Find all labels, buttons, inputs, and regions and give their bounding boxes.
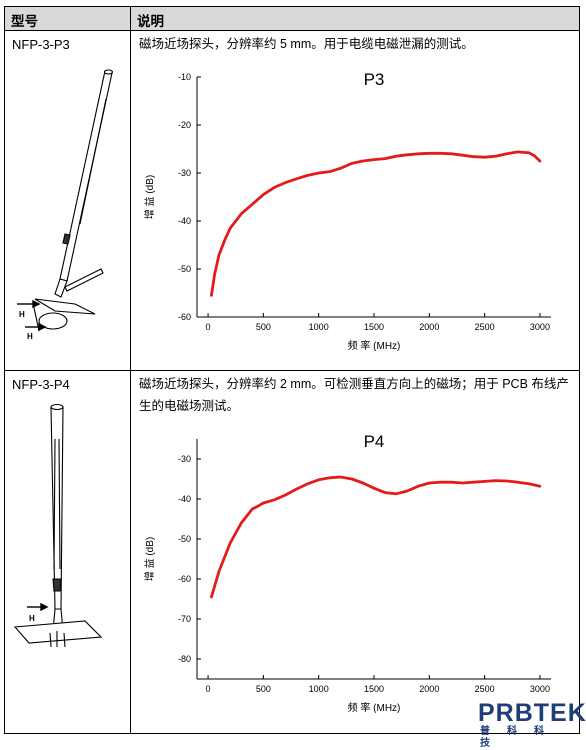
x-tick-label: 1000 <box>309 684 329 694</box>
x-tick-label: 0 <box>206 684 211 694</box>
series-line <box>210 150 542 297</box>
x-tick-label: 2500 <box>475 322 495 332</box>
header-description: 说明 <box>130 6 580 31</box>
company-logo: PRBTEK 普科科技 <box>478 699 586 749</box>
h-label: H <box>19 310 25 319</box>
y-tick-label: -40 <box>178 494 191 504</box>
desc-part: PCB <box>502 377 528 391</box>
y-tick-label: -30 <box>178 168 191 178</box>
table-row: NFP-3-P3 <box>4 30 580 371</box>
table-row: NFP-3-P4 <box>4 370 580 734</box>
y-axis-label: 增 益 (dB) <box>143 537 156 581</box>
description-cell: 磁场近场探头，分辨率约 5 mm。用于电缆电磁泄漏的测试。 -10 -20 -30-… <box>130 30 580 371</box>
x-axis-label: 频 率 (MHz) <box>348 701 401 714</box>
y-tick-label: -10 <box>178 72 191 82</box>
h-label: H <box>27 332 33 341</box>
y-tick-label: -60 <box>178 574 191 584</box>
x-tick-label: 0 <box>206 322 211 332</box>
description-text: 磁场近场探头，分辨率约 2 mm。可检测垂直方向上的磁场；用于 PCB 布线产生… <box>131 371 579 417</box>
header-model: 型号 <box>4 6 131 31</box>
x-tick-label: 2000 <box>419 684 439 694</box>
y-tick-label: -60 <box>178 312 191 322</box>
model-name: NFP-3-P4 <box>12 377 70 392</box>
x-tick-label: 2000 <box>419 322 439 332</box>
y-tick-label: -50 <box>178 264 191 274</box>
desc-part: 磁场近场探头，分辨率约 <box>139 377 280 391</box>
x-tick-label: 1500 <box>364 322 384 332</box>
y-axis-label: 增 益 (dB) <box>143 175 156 219</box>
h-label: H <box>29 614 35 623</box>
chart-title: P3 <box>364 70 385 89</box>
desc-part: 磁场近场探头，分辨率约 <box>139 37 280 51</box>
model-cell: NFP-3-P3 <box>4 30 131 371</box>
description-cell: 磁场近场探头，分辨率约 2 mm。可检测垂直方向上的磁场；用于 PCB 布线产生… <box>130 370 580 734</box>
logo-subtitle: 普科科技 <box>480 726 561 749</box>
logo-wordmark: PRBTEK <box>478 699 586 727</box>
desc-part: 。用于电缆电磁泄漏的测试。 <box>311 37 474 51</box>
desc-part: 布线产生的电磁场测试。 <box>139 377 569 413</box>
x-tick-label: 2500 <box>475 684 495 694</box>
y-tick-label: -20 <box>178 120 191 130</box>
model-name: NFP-3-P3 <box>12 37 70 52</box>
description-text: 磁场近场探头，分辨率约 5 mm。用于电缆电磁泄漏的测试。 <box>131 31 579 55</box>
y-tick-label: -80 <box>178 654 191 664</box>
model-cell: NFP-3-P4 <box>4 370 131 734</box>
desc-part: 2 mm <box>279 377 312 391</box>
y-tick-label: -30 <box>178 454 191 464</box>
x-tick-label: 1500 <box>364 684 384 694</box>
x-tick-label: 3000 <box>530 684 550 694</box>
x-axis-label: 频 率 (MHz) <box>348 339 401 352</box>
y-tick-label: -40 <box>178 216 191 226</box>
table-header-row: 型号 说明 <box>4 6 580 31</box>
y-tick-label: -70 <box>178 614 191 624</box>
product-table: 型号 说明 NFP-3-P3 <box>4 6 580 734</box>
series-line <box>210 475 542 599</box>
desc-part: 5 mm <box>279 37 312 51</box>
chart-p3: -10 -20 -30 -40 -50 -60 0 500 1000 1500 2000 2500 30… <box>143 70 551 352</box>
x-tick-label: 1000 <box>309 322 329 332</box>
x-tick-label: 500 <box>256 684 271 694</box>
probe-p3-illustration: H H <box>17 69 114 341</box>
probe-p4-illustration: H <box>13 403 103 648</box>
x-tick-label: 3000 <box>530 322 550 332</box>
chart-title: P4 <box>364 432 385 451</box>
x-tick-label: 500 <box>256 322 271 332</box>
chart-p4: -30 -40 -50 -60 -70 -80 0 500 1000 1500 2000 2500 30… <box>143 432 551 714</box>
desc-part: 。可检测垂直方向上的磁场；用于 <box>311 377 503 391</box>
y-tick-label: -50 <box>178 534 191 544</box>
